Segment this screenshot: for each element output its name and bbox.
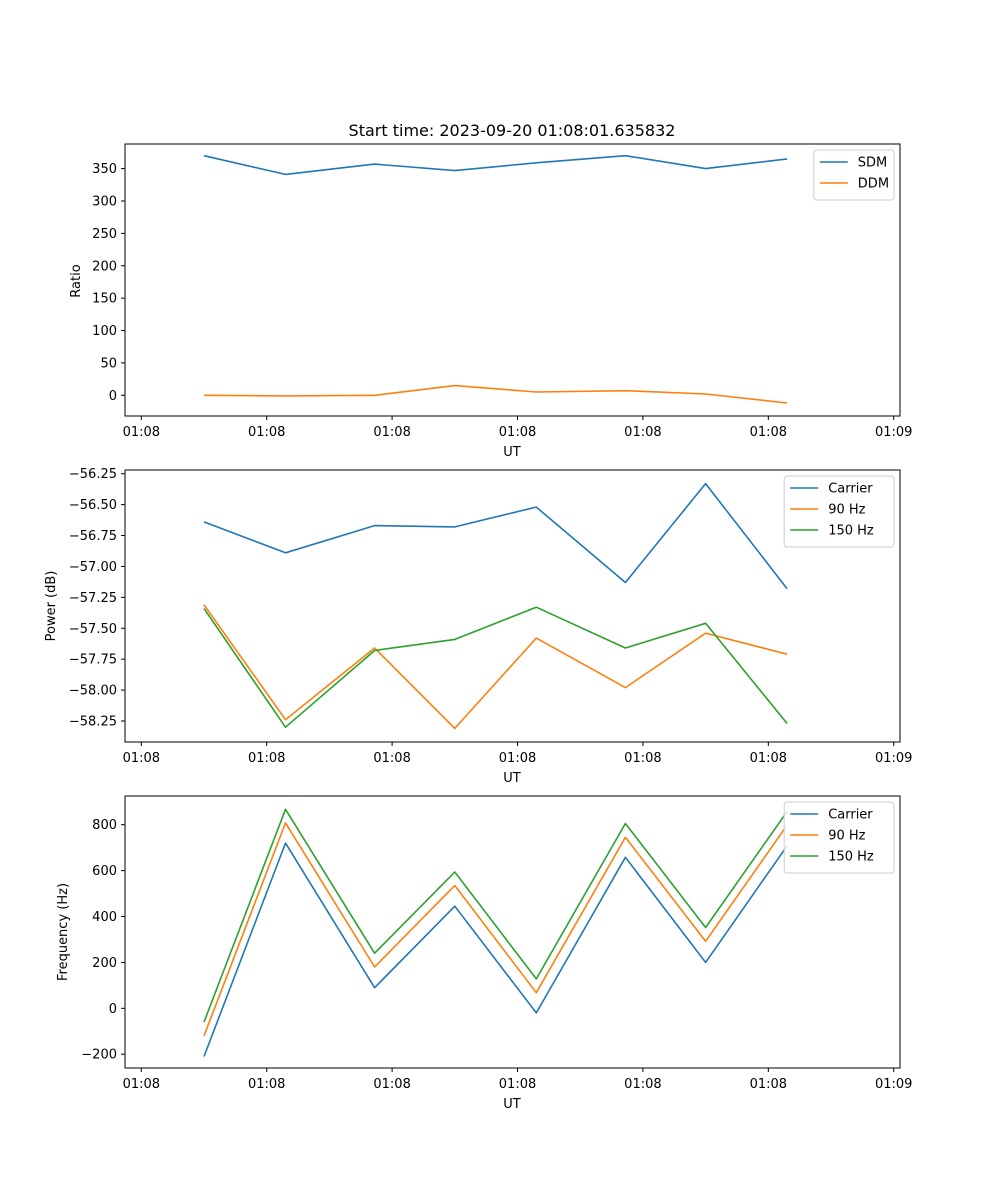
y-tick-label: −57.50 (69, 622, 117, 637)
series-line-carrier (203, 842, 788, 1057)
y-tick-label: 250 (92, 227, 117, 242)
legend-label: Carrier (828, 482, 873, 497)
legend-label: 90 Hz (828, 829, 865, 844)
x-tick-label: 01:08 (123, 1077, 160, 1092)
y-tick-label: 800 (92, 818, 117, 833)
x-tick-label: 01:09 (875, 425, 912, 440)
y-tick-label: −57.25 (69, 591, 117, 606)
legend: Carrier 90 Hz 150 Hz (783, 801, 895, 874)
y-tick-label: −58.25 (69, 714, 117, 729)
legend-label: 150 Hz (828, 850, 874, 865)
frequency-panel: UT Frequency (Hz) 01:08 01:08 01:08 01:08 01… (56, 795, 912, 1112)
x-tick-label: 01:09 (875, 1077, 912, 1092)
ratio-panel: Start time: 2023-09-20 01:08:01.635832 U… (69, 121, 912, 460)
x-tick-label: 01:08 (248, 425, 285, 440)
x-tick-label: 01:08 (123, 751, 160, 766)
y-axis-label: Power (dB) (44, 571, 59, 642)
legend-label: 150 Hz (828, 524, 874, 539)
legend-label: DDM (858, 177, 889, 192)
legend-label: 90 Hz (828, 503, 865, 518)
series-line-150-hz (203, 606, 788, 729)
y-tick-label: −57.00 (69, 560, 117, 575)
x-axis-label: UT (503, 1097, 521, 1112)
x-tick-label: 01:08 (248, 1077, 285, 1092)
y-tick-label: 600 (92, 864, 117, 879)
x-tick-label: 01:08 (750, 1077, 787, 1092)
x-tick-label: 01:08 (624, 1077, 661, 1092)
y-tick-label: 200 (92, 259, 117, 274)
series-line-ddm (203, 384, 788, 404)
legend-label: Carrier (828, 808, 873, 823)
series-line-carrier (203, 482, 788, 590)
series-line-150-hz (203, 808, 788, 1023)
y-tick-label: 400 (92, 910, 117, 925)
y-tick-label: −56.50 (69, 498, 117, 513)
y-tick-label: 0 (109, 389, 117, 404)
x-tick-label: 01:08 (373, 1077, 410, 1092)
y-tick-label: 150 (92, 292, 117, 307)
x-tick-label: 01:08 (750, 751, 787, 766)
series-line-90-hz (203, 822, 788, 1037)
x-tick-label: 01:09 (875, 751, 912, 766)
x-tick-label: 01:08 (750, 425, 787, 440)
y-tick-label: 350 (92, 162, 117, 177)
x-tick-label: 01:08 (499, 751, 536, 766)
series-line-90-hz (203, 604, 788, 730)
x-tick-label: 01:08 (624, 751, 661, 766)
x-tick-label: 01:08 (624, 425, 661, 440)
y-tick-label: −56.75 (69, 529, 117, 544)
y-tick-label: −200 (81, 1048, 117, 1063)
x-tick-label: 01:08 (373, 425, 410, 440)
y-tick-label: 0 (109, 1002, 117, 1017)
plot-area-frame (124, 469, 901, 743)
x-tick-label: 01:08 (248, 751, 285, 766)
x-tick-label: 01:08 (499, 425, 536, 440)
x-axis-label: UT (503, 771, 521, 786)
plot-area-frame (124, 795, 901, 1069)
y-tick-label: −56.25 (69, 467, 117, 482)
y-tick-label: 200 (92, 956, 117, 971)
y-tick-label: 100 (92, 324, 117, 339)
plot-area-frame (124, 143, 901, 417)
legend: Carrier 90 Hz 150 Hz (783, 475, 895, 548)
y-tick-label: 300 (92, 194, 117, 209)
x-tick-label: 01:08 (373, 751, 410, 766)
y-tick-label: −58.00 (69, 684, 117, 699)
x-tick-label: 01:08 (499, 1077, 536, 1092)
x-tick-label: 01:08 (123, 425, 160, 440)
y-tick-label: −57.75 (69, 653, 117, 668)
series-line-sdm (203, 154, 788, 176)
power-panel: UT Power (dB) 01:08 01:08 01:08 01:08 01:08 0… (44, 467, 912, 786)
legend-label: SDM (858, 156, 887, 171)
legend: SDM DDM (813, 149, 895, 201)
y-axis-label: Ratio (69, 264, 84, 297)
y-axis-label: Frequency (Hz) (56, 883, 71, 981)
y-tick-label: 50 (100, 356, 117, 371)
chart-title: Start time: 2023-09-20 01:08:01.635832 (349, 121, 676, 140)
x-axis-label: UT (503, 445, 521, 460)
